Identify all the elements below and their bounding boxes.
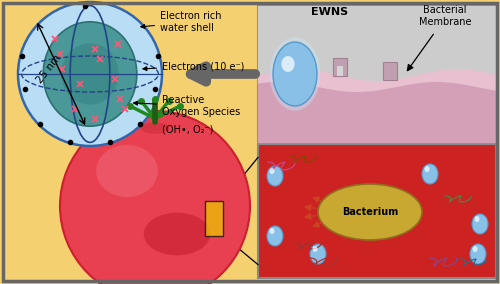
Ellipse shape xyxy=(424,166,430,172)
Ellipse shape xyxy=(270,228,274,234)
Ellipse shape xyxy=(472,214,488,234)
Text: Bacterium: Bacterium xyxy=(342,207,398,217)
Text: EWNS: EWNS xyxy=(312,7,348,17)
Ellipse shape xyxy=(472,246,478,252)
Ellipse shape xyxy=(282,56,294,72)
Ellipse shape xyxy=(474,216,480,222)
Text: Electron rich
water shell: Electron rich water shell xyxy=(141,11,222,33)
Bar xyxy=(258,6,496,142)
Ellipse shape xyxy=(61,43,119,105)
Bar xyxy=(337,66,343,76)
Text: Bacterial
Membrane: Bacterial Membrane xyxy=(419,5,471,27)
Text: 25 nm: 25 nm xyxy=(35,53,64,85)
Ellipse shape xyxy=(18,2,162,146)
Text: Reactive
Oxygen Species: Reactive Oxygen Species xyxy=(134,95,240,117)
Bar xyxy=(205,201,223,235)
Ellipse shape xyxy=(470,244,486,264)
Ellipse shape xyxy=(141,122,169,134)
Ellipse shape xyxy=(267,226,283,246)
Bar xyxy=(288,51,302,69)
Ellipse shape xyxy=(270,168,274,174)
Ellipse shape xyxy=(43,22,137,126)
Ellipse shape xyxy=(312,246,318,252)
Ellipse shape xyxy=(270,37,320,111)
Text: (OH•, O₂⁻): (OH•, O₂⁻) xyxy=(162,124,214,134)
Ellipse shape xyxy=(267,166,283,186)
Ellipse shape xyxy=(60,111,250,284)
Bar xyxy=(383,62,397,80)
Bar xyxy=(258,144,496,278)
Ellipse shape xyxy=(318,184,422,240)
Text: Electrons (10 e⁻): Electrons (10 e⁻) xyxy=(143,61,244,71)
Ellipse shape xyxy=(144,213,210,255)
Ellipse shape xyxy=(422,164,438,184)
Ellipse shape xyxy=(310,244,326,264)
Ellipse shape xyxy=(96,145,158,197)
Bar xyxy=(333,58,347,76)
Ellipse shape xyxy=(273,42,317,106)
